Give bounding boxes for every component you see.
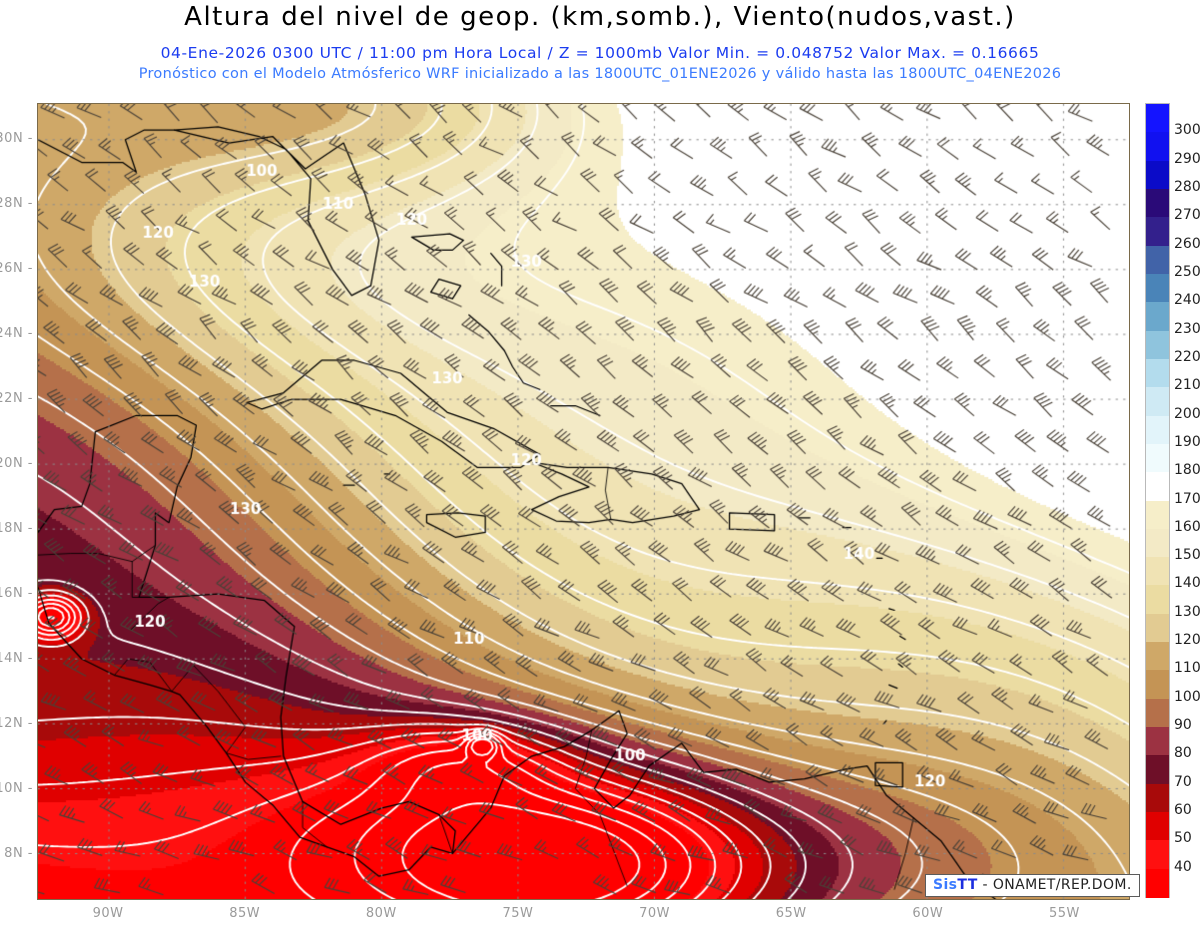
x-axis-tick: 90W: [92, 906, 124, 921]
colorbar-segment: [1146, 387, 1169, 417]
colorbar-segment: [1146, 273, 1169, 303]
colorbar-segment: [1146, 245, 1169, 275]
colorbar-segment: [1146, 727, 1169, 756]
y-axis-tick: 22N -: [0, 391, 33, 407]
colorbar-tick-label: 210: [1174, 377, 1200, 394]
colorbar-tick-label: 170: [1174, 490, 1200, 507]
colorbar-segment: [1146, 868, 1169, 898]
colorbar-tick-label: 250: [1174, 263, 1200, 280]
x-axis-tick: 80W: [365, 906, 397, 921]
y-axis-tick: 30N -: [0, 130, 33, 146]
source-watermark: SisTT - ONAMET/REP.DOM.: [925, 874, 1140, 897]
colorbar-tick-label: 120: [1174, 632, 1200, 649]
colorbar-segment: [1146, 132, 1169, 162]
colorbar-tick-label: 110: [1174, 660, 1200, 677]
colorbar-segment: [1146, 104, 1169, 133]
map-canvas: [38, 104, 1129, 899]
colorbar-segment: [1146, 415, 1169, 445]
colorbar-segment: [1146, 783, 1169, 813]
x-axis-tick: 75W: [502, 906, 534, 921]
colorbar-tick-label: 270: [1174, 207, 1200, 224]
colorbar-tick-label: 160: [1174, 518, 1200, 535]
colorbar-tick-label: 80: [1174, 745, 1192, 762]
colorbar-segment: [1146, 500, 1169, 530]
colorbar-segment: [1146, 443, 1169, 473]
colorbar-tick-label: 190: [1174, 433, 1200, 450]
x-axis-tick: 70W: [639, 906, 670, 921]
colorbar-segment: [1146, 160, 1169, 190]
colorbar-tick-label: 130: [1174, 603, 1200, 620]
colorbar-segment: [1146, 217, 1169, 247]
colorbar-tick-label: 90: [1174, 717, 1192, 734]
logo-sis-text: Sis: [933, 877, 958, 893]
colorbar[interactable]: [1145, 103, 1170, 898]
colorbar-segment: [1146, 670, 1169, 700]
colorbar-tick-label: 300: [1174, 122, 1200, 139]
y-axis-tick: 14N -: [0, 651, 33, 667]
logo-pi-icon: TT: [957, 877, 978, 893]
colorbar-tick-label: 230: [1174, 320, 1200, 337]
y-axis-tick: 20N -: [0, 456, 33, 472]
watermark-agency-text: - ONAMET/REP.DOM.: [982, 877, 1132, 893]
colorbar-tick-label: 220: [1174, 348, 1200, 365]
colorbar-tick-label: 150: [1174, 547, 1200, 564]
colorbar-tick-label: 50: [1174, 830, 1192, 847]
forecast-valid-time: 04-Ene-2026 0300 UTC / 11:00 pm Hora Loc…: [160, 44, 1040, 62]
colorbar-tick-label: 240: [1174, 292, 1200, 309]
colorbar-segment: [1146, 358, 1169, 388]
colorbar-segment: [1146, 698, 1169, 728]
colorbar-segment: [1146, 528, 1169, 558]
colorbar-tick-label: 260: [1174, 235, 1200, 252]
colorbar-segment: [1146, 585, 1169, 615]
x-axis-tick: 55W: [1048, 906, 1080, 921]
model-initialization-info: Pronóstico con el Modelo Atmósferico WRF…: [138, 66, 1062, 82]
colorbar-segment: [1146, 642, 1169, 671]
y-axis-tick: 28N -: [0, 195, 33, 211]
colorbar-segment: [1146, 330, 1169, 360]
colorbar-tick-label: 280: [1174, 178, 1200, 195]
colorbar-segment: [1146, 472, 1169, 502]
x-axis-tick: 60W: [912, 906, 944, 921]
colorbar-tick-label: 200: [1174, 405, 1200, 422]
colorbar-tick-label: 40: [1174, 858, 1192, 875]
colorbar-tick-label: 180: [1174, 462, 1200, 479]
colorbar-segment: [1146, 812, 1169, 841]
y-axis-tick: 8N -: [4, 846, 33, 862]
x-axis-tick: 65W: [775, 906, 807, 921]
colorbar-segment: [1146, 302, 1169, 332]
colorbar-segment: [1146, 188, 1169, 218]
colorbar-segment: [1146, 613, 1169, 643]
y-axis-tick: 24N -: [0, 325, 33, 341]
colorbar-segment: [1146, 840, 1169, 870]
y-axis-tick: 18N -: [0, 521, 33, 537]
y-axis-tick: 12N -: [0, 716, 33, 732]
colorbar-tick-label: 140: [1174, 575, 1200, 592]
colorbar-tick-label: 290: [1174, 150, 1200, 167]
y-axis-tick: 10N -: [0, 781, 33, 797]
y-axis-tick: 16N -: [0, 586, 33, 602]
colorbar-segment: [1146, 557, 1169, 587]
y-axis-tick: 26N -: [0, 260, 33, 276]
colorbar-tick-label: 60: [1174, 802, 1192, 819]
weather-map-plot[interactable]: [37, 103, 1130, 900]
page-title: Altura del nivel de geop. (km,somb.), Vi…: [184, 2, 1016, 32]
x-axis-tick: 85W: [229, 906, 261, 921]
chart-header: Altura del nivel de geop. (km,somb.), Vi…: [0, 0, 1200, 95]
colorbar-segment: [1146, 755, 1169, 785]
colorbar-tick-label: 70: [1174, 773, 1192, 790]
colorbar-tick-label: 100: [1174, 688, 1200, 705]
